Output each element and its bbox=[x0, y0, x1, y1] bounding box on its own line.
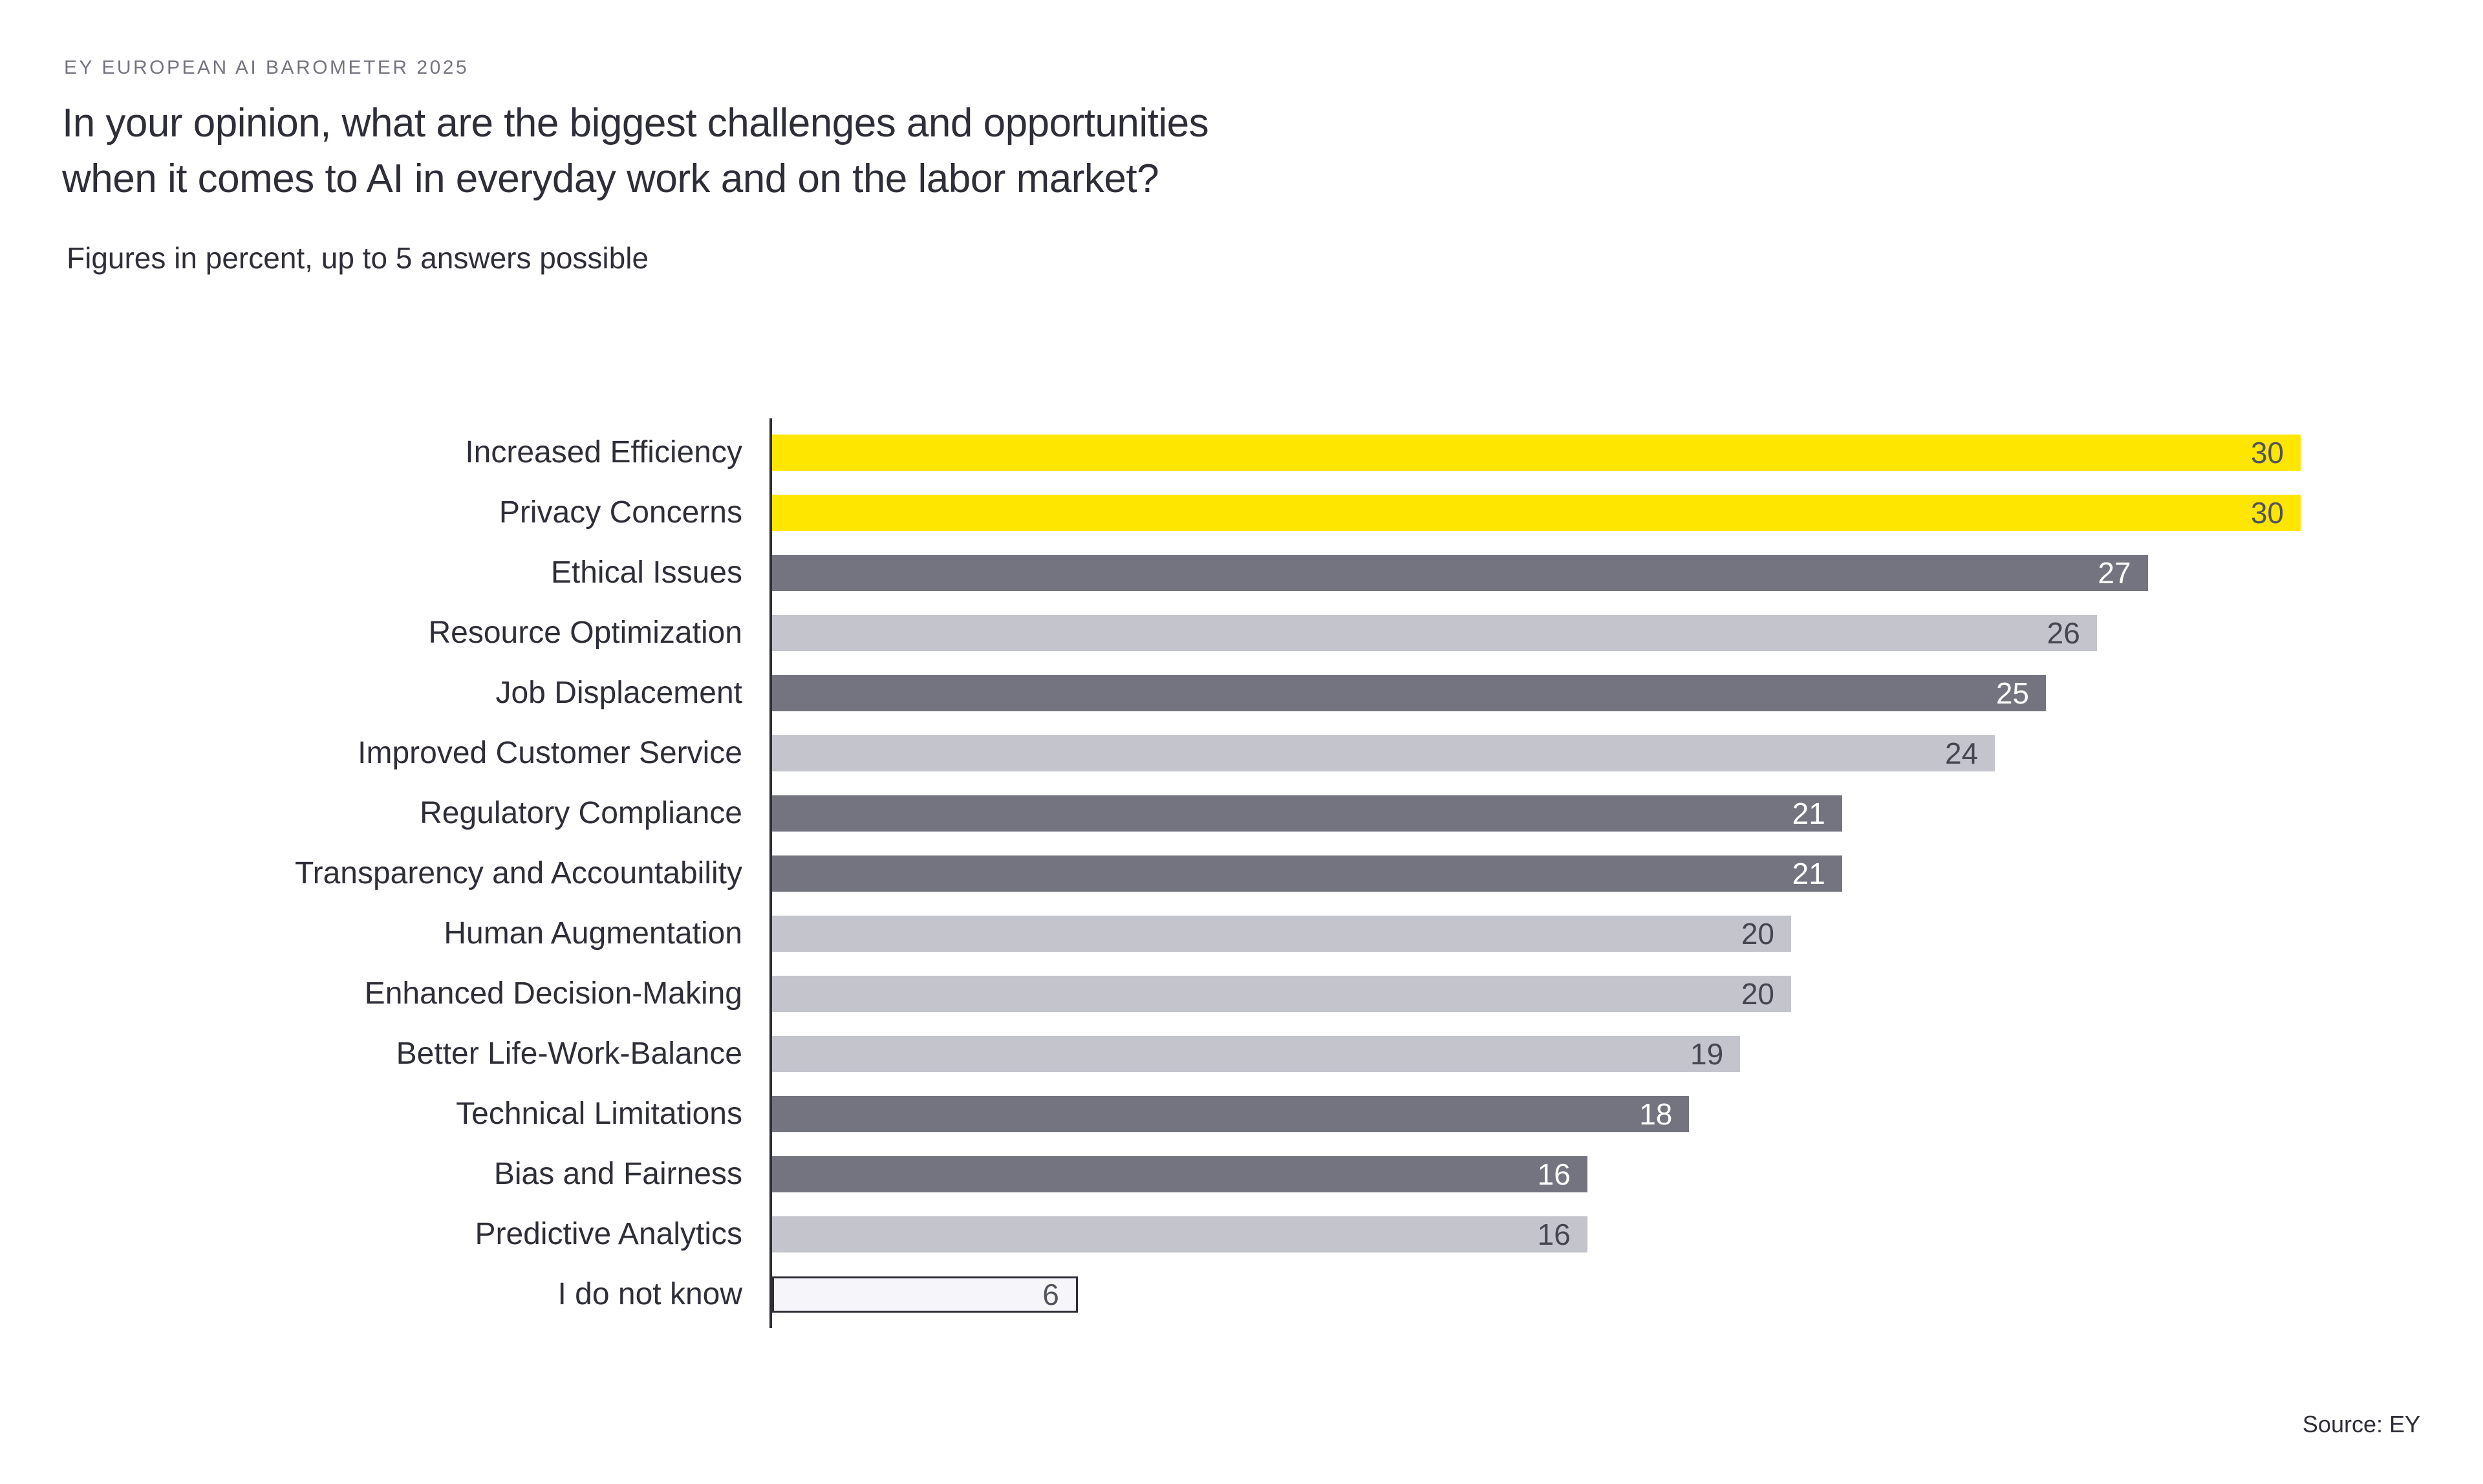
bar: 6 bbox=[772, 1276, 1078, 1313]
chart-subtitle: Figures in percent, up to 5 answers poss… bbox=[67, 241, 649, 275]
category-label: Human Augmentation bbox=[444, 916, 742, 951]
value-label: 30 bbox=[2250, 495, 2284, 530]
bar: 20 bbox=[772, 975, 1791, 1012]
bar-row: Job Displacement 25 bbox=[0, 663, 2483, 723]
bar: 27 bbox=[772, 554, 2148, 591]
bar: 25 bbox=[772, 674, 2046, 711]
bar-track: 18 bbox=[772, 1095, 2301, 1132]
bar-row: Technical Limitations 18 bbox=[0, 1084, 2483, 1144]
bar-track: 30 bbox=[772, 434, 2301, 471]
report-kicker: EY EUROPEAN AI BAROMETER 2025 bbox=[64, 57, 469, 78]
value-label: 25 bbox=[1995, 676, 2029, 710]
value-label: 16 bbox=[1537, 1217, 1571, 1251]
category-label: Better Life-Work-Balance bbox=[396, 1037, 742, 1071]
bar-row: Bias and Fairness 16 bbox=[0, 1144, 2483, 1204]
bar: 16 bbox=[772, 1216, 1587, 1253]
bar-row: Ethical Issues 27 bbox=[0, 543, 2483, 603]
value-label: 21 bbox=[1792, 856, 1825, 890]
bar-track: 21 bbox=[772, 795, 2301, 832]
bar: 21 bbox=[772, 795, 1842, 832]
bar-rows: Increased Efficiency 30 Privacy Concerns 30… bbox=[0, 422, 2483, 1324]
bar-track: 16 bbox=[772, 1216, 2301, 1253]
bar-row: Human Augmentation 20 bbox=[0, 903, 2483, 963]
bar: 18 bbox=[772, 1095, 1690, 1132]
bar-track: 21 bbox=[772, 855, 2301, 892]
y-axis-line bbox=[769, 418, 772, 1328]
bar-track: 20 bbox=[772, 975, 2301, 1012]
category-label: I do not know bbox=[557, 1277, 742, 1311]
value-label: 6 bbox=[1042, 1277, 1059, 1311]
category-label: Ethical Issues bbox=[550, 555, 742, 590]
chart-title-line1: In your opinion, what are the biggest ch… bbox=[62, 101, 1209, 145]
bar-row: Better Life-Work-Balance 19 bbox=[0, 1024, 2483, 1084]
bar-row: Predictive Analytics 16 bbox=[0, 1204, 2483, 1264]
bar: 16 bbox=[772, 1156, 1587, 1192]
category-label: Enhanced Decision-Making bbox=[364, 976, 742, 1011]
bar-track: 26 bbox=[772, 614, 2301, 651]
bar-row: Transparency and Accountability 21 bbox=[0, 843, 2483, 903]
value-label: 20 bbox=[1741, 916, 1774, 951]
category-label: Transparency and Accountability bbox=[295, 856, 742, 890]
bar: 19 bbox=[772, 1035, 1741, 1072]
source-label: Source: EY bbox=[2302, 1411, 2420, 1437]
category-label: Regulatory Compliance bbox=[420, 796, 742, 830]
bar-track: 25 bbox=[772, 674, 2301, 711]
bar-track: 19 bbox=[772, 1035, 2301, 1072]
category-label: Technical Limitations bbox=[456, 1097, 742, 1131]
value-label: 27 bbox=[2098, 555, 2131, 590]
bar-track: 6 bbox=[772, 1276, 2301, 1313]
bar-track: 20 bbox=[772, 915, 2301, 952]
category-label: Predictive Analytics bbox=[475, 1217, 742, 1251]
bar-chart: Increased Efficiency 30 Privacy Concerns 30… bbox=[0, 418, 2483, 1328]
bar: 21 bbox=[772, 855, 1842, 892]
value-label: 19 bbox=[1690, 1037, 1724, 1071]
value-label: 16 bbox=[1537, 1157, 1571, 1191]
bar: 30 bbox=[772, 494, 2301, 531]
value-label: 21 bbox=[1792, 796, 1825, 830]
bar-track: 27 bbox=[772, 554, 2301, 591]
bar-track: 24 bbox=[772, 735, 2301, 771]
category-label: Increased Efficiency bbox=[465, 435, 742, 469]
value-label: 24 bbox=[1945, 736, 1979, 770]
bar-row: Increased Efficiency 30 bbox=[0, 422, 2483, 482]
bar-row: Privacy Concerns 30 bbox=[0, 482, 2483, 543]
value-label: 26 bbox=[2047, 616, 2080, 650]
value-label: 20 bbox=[1741, 976, 1774, 1011]
bar-row: Enhanced Decision-Making 20 bbox=[0, 963, 2483, 1024]
value-label: 30 bbox=[2250, 435, 2284, 469]
bar-row: Regulatory Compliance 21 bbox=[0, 783, 2483, 843]
chart-title-line2: when it comes to AI in everyday work and… bbox=[62, 156, 1159, 201]
bar: 30 bbox=[772, 434, 2301, 471]
chart-title: In your opinion, what are the biggest ch… bbox=[62, 96, 1209, 207]
bar: 20 bbox=[772, 915, 1791, 952]
bar: 26 bbox=[772, 614, 2097, 651]
bar-track: 16 bbox=[772, 1156, 2301, 1192]
bar-row: Resource Optimization 26 bbox=[0, 603, 2483, 663]
category-label: Job Displacement bbox=[495, 676, 742, 710]
category-label: Bias and Fairness bbox=[493, 1157, 742, 1191]
value-label: 18 bbox=[1639, 1097, 1673, 1131]
bar: 24 bbox=[772, 735, 1995, 771]
category-label: Resource Optimization bbox=[428, 616, 742, 650]
bar-row: I do not know 6 bbox=[0, 1264, 2483, 1324]
bar-row: Improved Customer Service 24 bbox=[0, 723, 2483, 783]
category-label: Privacy Concerns bbox=[499, 495, 742, 530]
bar-track: 30 bbox=[772, 494, 2301, 531]
category-label: Improved Customer Service bbox=[358, 736, 742, 770]
